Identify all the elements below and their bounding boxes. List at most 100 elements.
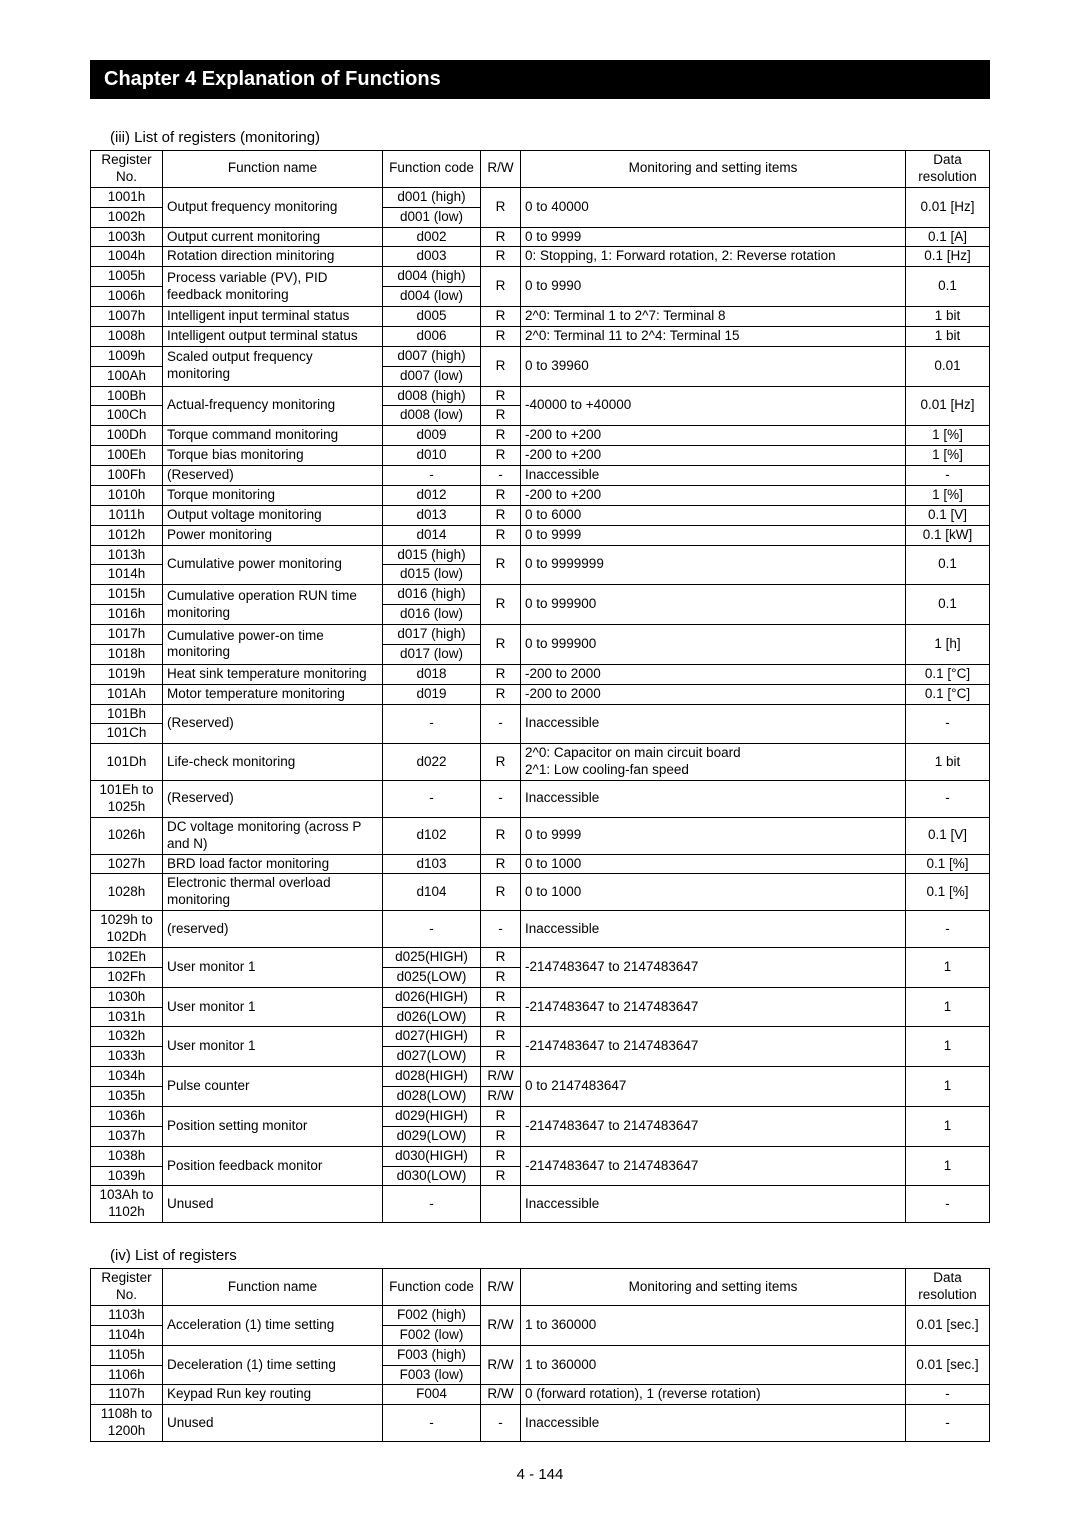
cell: 1 <box>906 1146 990 1186</box>
cell: Deceleration (1) time setting <box>163 1345 383 1385</box>
cell: 2^0: Capacitor on main circuit board2^1:… <box>521 744 906 781</box>
cell: 1104h <box>91 1325 163 1345</box>
cell: 0 to 39960 <box>521 346 906 386</box>
cell: (Reserved) <box>163 466 383 486</box>
cell: 0.1 [°C] <box>906 664 990 684</box>
cell: Unused <box>163 1186 383 1223</box>
cell: 0.1 [A] <box>906 227 990 247</box>
cell: - <box>481 466 521 486</box>
cell: R <box>481 854 521 874</box>
cell: Heat sink temperature monitoring <box>163 664 383 684</box>
cell: Inaccessible <box>521 911 906 948</box>
cell: d027(LOW) <box>383 1047 481 1067</box>
cell: d102 <box>383 817 481 854</box>
col-header: Function code <box>383 151 481 188</box>
cell: 1017h <box>91 625 163 645</box>
cell: 0.1 [Hz] <box>906 247 990 267</box>
cell: 0.01 [sec.] <box>906 1345 990 1385</box>
cell: Output current monitoring <box>163 227 383 247</box>
table-row: 1015hCumulative operation RUN time monit… <box>91 585 990 605</box>
cell: Output voltage monitoring <box>163 505 383 525</box>
table-row: 1004hRotation direction minitoringd003R0… <box>91 247 990 267</box>
cell: R <box>481 967 521 987</box>
cell: 0 to 6000 <box>521 505 906 525</box>
cell: (Reserved) <box>163 704 383 744</box>
cell: d012 <box>383 485 481 505</box>
cell: 1 [h] <box>906 625 990 665</box>
table-row: 1012hPower monitoringd014R0 to 99990.1 [… <box>91 525 990 545</box>
table-row: 1028hElectronic thermal overload monitor… <box>91 874 990 911</box>
cell: -2147483647 to 2147483647 <box>521 947 906 987</box>
cell: 0 to 40000 <box>521 187 906 227</box>
table-row: 1107hKeypad Run key routingF004R/W0 (for… <box>91 1385 990 1405</box>
cell: - <box>906 1385 990 1405</box>
cell: 0.1 [°C] <box>906 684 990 704</box>
table-row: 1108h to 1200hUnused--Inaccessible- <box>91 1405 990 1442</box>
cell: 0.1 <box>906 545 990 585</box>
cell: 1 <box>906 1067 990 1107</box>
cell: 0 to 2147483647 <box>521 1067 906 1107</box>
cell: R/W <box>481 1345 521 1385</box>
cell: User monitor 1 <box>163 1027 383 1067</box>
cell: d007 (high) <box>383 346 481 366</box>
table-a-caption: (iii) List of registers (monitoring) <box>110 129 990 146</box>
cell: R <box>481 525 521 545</box>
cell: 103Ah to 1102h <box>91 1186 163 1223</box>
table-row: 100DhTorque command monitoringd009R-200 … <box>91 426 990 446</box>
cell: 1006h <box>91 287 163 307</box>
cell: 1 to 360000 <box>521 1305 906 1345</box>
cell: 1 <box>906 1027 990 1067</box>
cell: d019 <box>383 684 481 704</box>
cell: d003 <box>383 247 481 267</box>
cell: R <box>481 625 521 665</box>
cell: 1103h <box>91 1305 163 1325</box>
cell: 100Bh <box>91 386 163 406</box>
cell: 1037h <box>91 1126 163 1146</box>
table-row: 1007hIntelligent input terminal statusd0… <box>91 307 990 327</box>
cell: - <box>383 1186 481 1223</box>
cell: 1013h <box>91 545 163 565</box>
cell: - <box>481 911 521 948</box>
table-row: 1038hPosition feedback monitord030(HIGH)… <box>91 1146 990 1166</box>
table-row: 100BhActual-frequency monitoringd008 (hi… <box>91 386 990 406</box>
cell: (reserved) <box>163 911 383 948</box>
cell: 0.01 <box>906 346 990 386</box>
cell: 1005h <box>91 267 163 287</box>
table-row: 1010hTorque monitoringd012R-200 to +2001… <box>91 485 990 505</box>
cell: 1002h <box>91 207 163 227</box>
cell: 101Dh <box>91 744 163 781</box>
table-row: 101AhMotor temperature monitoringd019R-2… <box>91 684 990 704</box>
cell: 101Eh to 1025h <box>91 781 163 818</box>
cell: 1003h <box>91 227 163 247</box>
table-row: 1001hOutput frequency monitoringd001 (hi… <box>91 187 990 207</box>
cell: 1034h <box>91 1067 163 1087</box>
col-header: Function name <box>163 151 383 188</box>
cell: 1018h <box>91 644 163 664</box>
cell: 1105h <box>91 1345 163 1365</box>
cell: -200 to 2000 <box>521 664 906 684</box>
cell: R <box>481 406 521 426</box>
register-table-a: RegisterNo.Function nameFunction codeR/W… <box>90 150 990 1223</box>
table-row: 1030hUser monitor 1d026(HIGH)R-214748364… <box>91 987 990 1007</box>
cell: - <box>906 911 990 948</box>
cell: d028(LOW) <box>383 1087 481 1107</box>
cell: - <box>383 704 481 744</box>
cell: Output frequency monitoring <box>163 187 383 227</box>
cell <box>481 1186 521 1223</box>
cell: 0 to 999900 <box>521 585 906 625</box>
cell: R <box>481 684 521 704</box>
cell: - <box>906 1405 990 1442</box>
cell: Actual-frequency monitoring <box>163 386 383 426</box>
cell: R <box>481 247 521 267</box>
cell: - <box>481 781 521 818</box>
cell: Position setting monitor <box>163 1106 383 1146</box>
cell: R <box>481 485 521 505</box>
cell: Unused <box>163 1405 383 1442</box>
cell: 1007h <box>91 307 163 327</box>
cell: 0: Stopping, 1: Forward rotation, 2: Rev… <box>521 247 906 267</box>
cell: 1107h <box>91 1385 163 1405</box>
cell: -2147483647 to 2147483647 <box>521 1146 906 1186</box>
cell: 101Ch <box>91 724 163 744</box>
cell: 1 [%] <box>906 446 990 466</box>
cell: Rotation direction minitoring <box>163 247 383 267</box>
